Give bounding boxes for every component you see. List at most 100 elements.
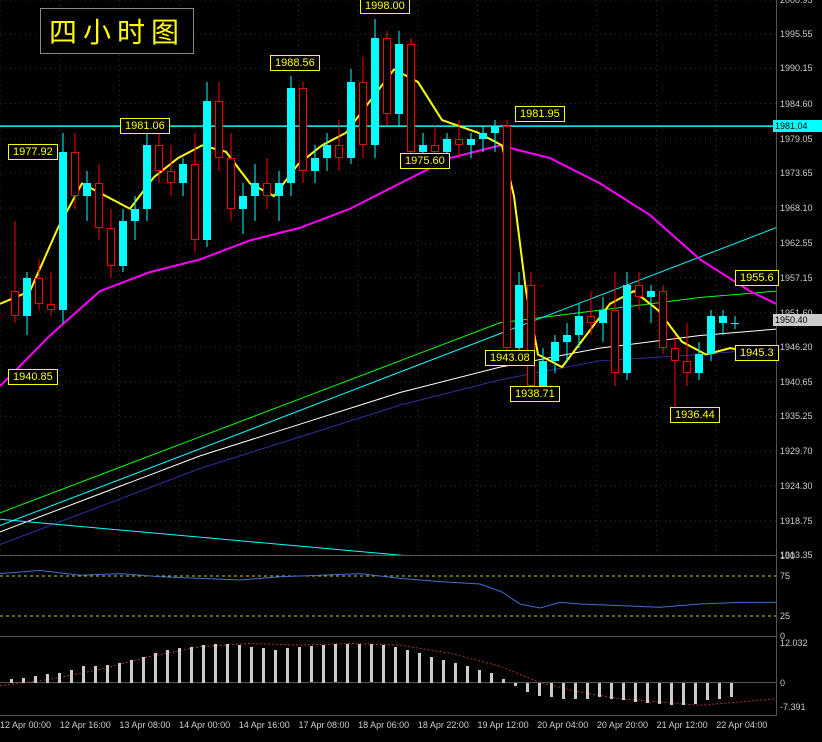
candle[interactable] [250, 0, 260, 555]
candle[interactable] [358, 0, 368, 555]
candle[interactable] [430, 0, 440, 555]
candle[interactable] [418, 0, 428, 555]
candle[interactable] [82, 0, 92, 555]
candle[interactable] [202, 0, 212, 555]
candle[interactable] [34, 0, 44, 555]
candle[interactable] [322, 0, 332, 555]
y-tick: 1962.55 [780, 238, 813, 248]
candle[interactable] [454, 0, 464, 555]
candle[interactable] [526, 0, 536, 555]
price-label: 1977.92 [8, 144, 58, 160]
macd-bar [442, 660, 445, 683]
candle[interactable] [46, 0, 56, 555]
chart-container: 1977.921940.851981.061988.561998.001975.… [0, 0, 822, 742]
candle[interactable] [610, 0, 620, 555]
x-tick: 12 Apr 00:00 [0, 720, 51, 730]
candle[interactable] [538, 0, 548, 555]
rsi-chart[interactable] [0, 556, 777, 637]
macd-bar [598, 683, 601, 698]
candle[interactable] [562, 0, 572, 555]
macd-bar [334, 644, 337, 682]
candle[interactable] [658, 0, 668, 555]
macd-bar [226, 644, 229, 683]
candle[interactable] [130, 0, 140, 555]
candle[interactable] [298, 0, 308, 555]
x-tick: 21 Apr 12:00 [657, 720, 708, 730]
macd-bar [490, 673, 493, 683]
candle[interactable] [118, 0, 128, 555]
candle[interactable] [226, 0, 236, 555]
candle[interactable] [502, 0, 512, 555]
macd-bar [586, 683, 589, 699]
candle[interactable] [382, 0, 392, 555]
price-label: 1938.71 [510, 386, 560, 402]
candle[interactable] [718, 0, 728, 555]
candle[interactable] [394, 0, 404, 555]
candle[interactable] [478, 0, 488, 555]
candle[interactable] [682, 0, 692, 555]
candle[interactable] [190, 0, 200, 555]
candle[interactable] [694, 0, 704, 555]
y-axis-main: 2000.951995.551990.151984.601979.051973.… [777, 0, 822, 555]
candle[interactable] [514, 0, 524, 555]
candle[interactable] [622, 0, 632, 555]
candle[interactable] [706, 0, 716, 555]
candle[interactable] [490, 0, 500, 555]
macd-chart[interactable] [0, 637, 777, 716]
candle[interactable] [646, 0, 656, 555]
macd-bar [730, 683, 733, 698]
y-tick: 0 [780, 678, 785, 688]
macd-bar [550, 683, 553, 698]
candle[interactable] [178, 0, 188, 555]
candle[interactable] [262, 0, 272, 555]
candle[interactable] [142, 0, 152, 555]
candle[interactable] [310, 0, 320, 555]
candle[interactable] [238, 0, 248, 555]
price-label: 1940.85 [8, 369, 58, 385]
candle[interactable] [670, 0, 680, 555]
candle[interactable] [10, 0, 20, 555]
macd-bar [166, 650, 169, 683]
macd-bar [190, 647, 193, 683]
y-tick: 1940.65 [780, 377, 813, 387]
candle[interactable] [22, 0, 32, 555]
candle[interactable] [106, 0, 116, 555]
macd-bar [526, 683, 529, 693]
x-tick: 20 Apr 04:00 [537, 720, 588, 730]
candle[interactable] [214, 0, 224, 555]
candle[interactable] [574, 0, 584, 555]
macd-bar [382, 645, 385, 682]
candle[interactable] [346, 0, 356, 555]
x-tick: 12 Apr 16:00 [60, 720, 111, 730]
y-tick: -7.391 [780, 702, 806, 712]
candle[interactable] [58, 0, 68, 555]
candle[interactable] [598, 0, 608, 555]
candle[interactable] [550, 0, 560, 555]
candle[interactable] [70, 0, 80, 555]
candle[interactable] [370, 0, 380, 555]
macd-bar [370, 644, 373, 682]
candle[interactable] [286, 0, 296, 555]
macd-bar [118, 663, 121, 683]
macd-bar [706, 683, 709, 701]
candle[interactable] [334, 0, 344, 555]
y-tick: 1918.75 [780, 516, 813, 526]
y-tick: 75 [780, 571, 790, 581]
main-price-chart[interactable]: 1977.921940.851981.061988.561998.001975.… [0, 0, 777, 556]
macd-bar [358, 644, 361, 683]
candle[interactable] [466, 0, 476, 555]
candle[interactable] [166, 0, 176, 555]
candle[interactable] [406, 0, 416, 555]
macd-bar [10, 679, 13, 682]
y-tick: 1946.20 [780, 342, 813, 352]
macd-bar [82, 666, 85, 682]
macd-bar [670, 683, 673, 705]
candle[interactable] [274, 0, 284, 555]
candle[interactable] [154, 0, 164, 555]
chart-title: 四小时图 [40, 8, 194, 54]
candle[interactable] [634, 0, 644, 555]
price-label: 1998.00 [360, 0, 410, 14]
candle[interactable] [94, 0, 104, 555]
candle[interactable] [586, 0, 596, 555]
candle[interactable] [442, 0, 452, 555]
